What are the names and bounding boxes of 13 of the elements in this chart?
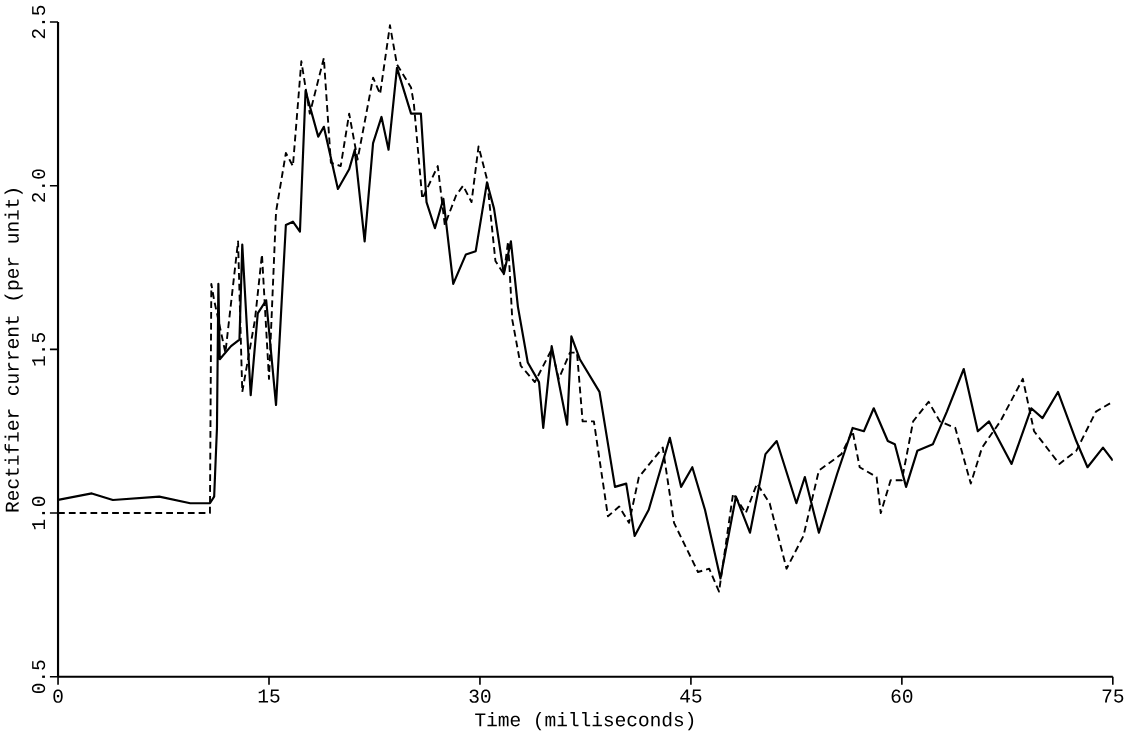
x-tick-label: 45: [680, 689, 702, 703]
x-tick-label: 15: [258, 689, 280, 703]
y-tick-label: 0.5: [31, 660, 46, 694]
y-tick-label: 1.5: [32, 333, 46, 366]
x-tick-label: 60: [891, 689, 913, 703]
y-tick-label: 2.0: [31, 169, 46, 202]
x-tick-label: 75: [1102, 689, 1124, 703]
x-axis-title: Time (milliseconds): [475, 712, 694, 731]
y-tick-label: 1.0: [31, 496, 46, 530]
y-tick-label: 2.5: [31, 5, 46, 39]
x-tick-label: 0: [53, 689, 63, 703]
x-tick-label: 30: [469, 689, 491, 703]
y-axis-title: Rectifier current (per unit): [4, 189, 23, 512]
